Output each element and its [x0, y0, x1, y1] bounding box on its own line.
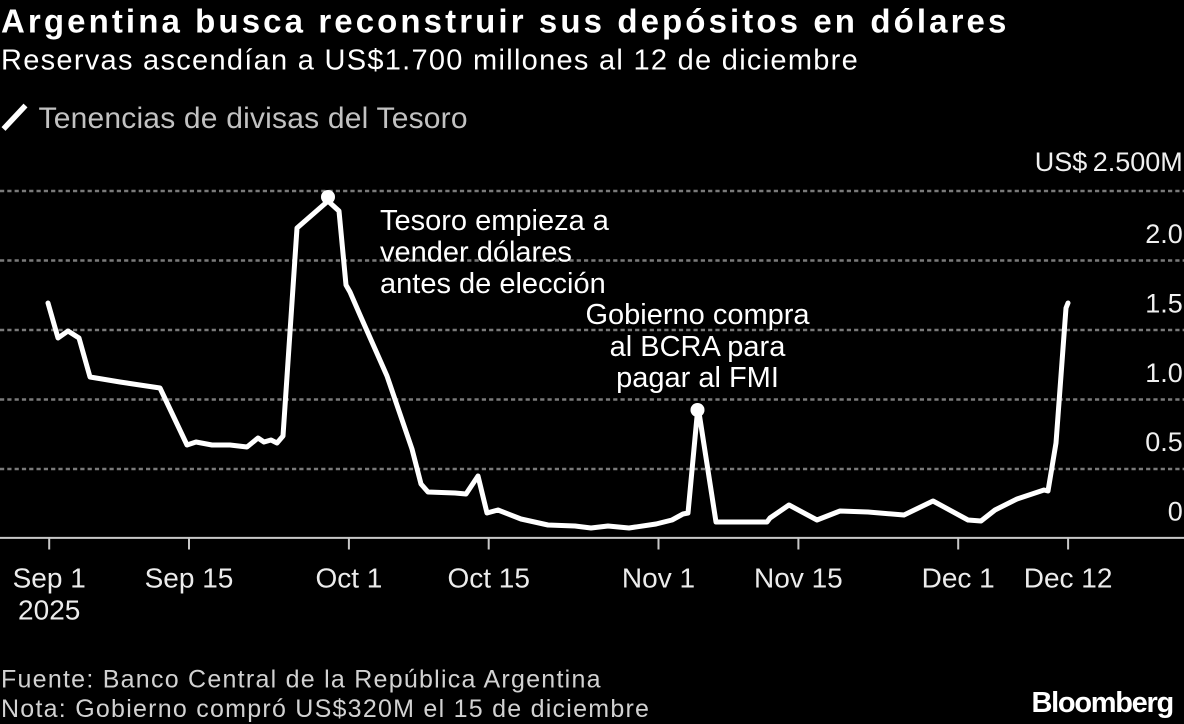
- svg-text:1.5: 1.5: [1145, 289, 1183, 319]
- svg-text:Oct 1: Oct 1: [315, 563, 382, 594]
- svg-text:pagar al FMI: pagar al FMI: [616, 362, 779, 394]
- svg-text:Sep 1: Sep 1: [13, 563, 86, 594]
- svg-text:Nota: Gobierno compró US$320M: Nota: Gobierno compró US$320M el 15 de d…: [1, 695, 650, 723]
- svg-text:Nov 1: Nov 1: [622, 563, 695, 594]
- svg-text:vender dólares: vender dólares: [380, 236, 572, 268]
- svg-text:Dec 12: Dec 12: [1024, 563, 1113, 594]
- svg-text:Dec 1: Dec 1: [922, 563, 995, 594]
- svg-text:Tesoro empieza a: Tesoro empieza a: [380, 205, 610, 237]
- svg-text:Fuente: Banco Central de la Re: Fuente: Banco Central de la República Ar…: [1, 666, 602, 694]
- svg-text:Sep 15: Sep 15: [145, 563, 234, 594]
- svg-text:2025: 2025: [18, 595, 80, 626]
- svg-text:Reservas ascendían a US$1.700: Reservas ascendían a US$1.700 millones a…: [1, 45, 859, 77]
- svg-text:2.0: 2.0: [1145, 219, 1183, 249]
- svg-text:Bloomberg: Bloomberg: [1032, 687, 1173, 719]
- svg-text:Argentina busca reconstruir su: Argentina busca reconstruir sus depósito…: [1, 3, 1009, 40]
- svg-text:1.0: 1.0: [1145, 358, 1183, 388]
- svg-text:0.5: 0.5: [1145, 427, 1183, 457]
- svg-text:al BCRA para: al BCRA para: [610, 331, 787, 363]
- svg-text:Tenencias de divisas del Tesor: Tenencias de divisas del Tesoro: [39, 102, 468, 135]
- svg-text:Nov 15: Nov 15: [754, 563, 843, 594]
- svg-text:antes de elección: antes de elección: [380, 268, 606, 300]
- svg-text:0: 0: [1168, 497, 1183, 527]
- svg-text:Oct 15: Oct 15: [447, 563, 529, 594]
- svg-text:Gobierno compra: Gobierno compra: [585, 299, 810, 331]
- svg-text:US$ 2.500M: US$ 2.500M: [1035, 147, 1183, 177]
